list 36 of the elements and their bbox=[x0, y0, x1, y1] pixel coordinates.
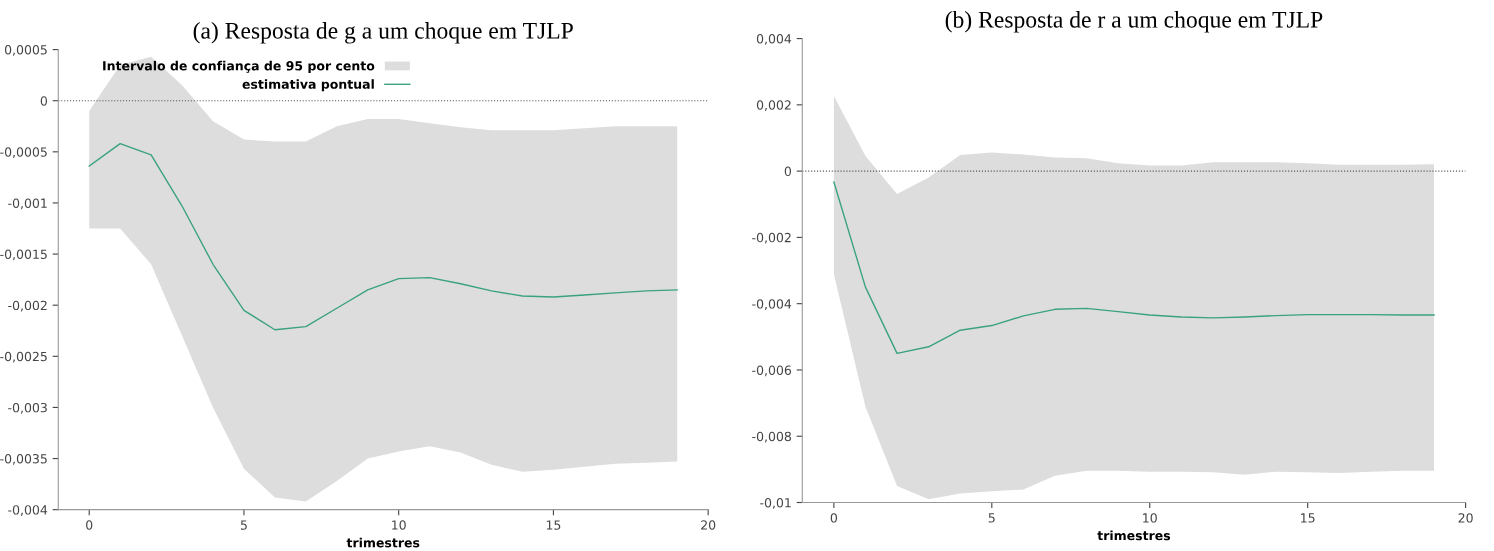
y-tick-label: -0,0015 bbox=[0, 249, 47, 261]
y-tick-label: -0,002 bbox=[8, 300, 47, 312]
x-axis-title: trimestres bbox=[346, 537, 420, 548]
x-tick-label: 15 bbox=[1301, 513, 1315, 523]
y-tick-label: -0,002 bbox=[752, 232, 791, 244]
y-tick-label: -0,0035 bbox=[0, 454, 47, 465]
y-tick-label: -0,01 bbox=[760, 497, 791, 509]
x-tick-label: 10 bbox=[1143, 513, 1157, 523]
annotation: Intervalo de confiança de 95 por cento bbox=[103, 60, 375, 73]
y-tick-label: 0 bbox=[40, 96, 48, 106]
x-tick-label: 0 bbox=[86, 520, 93, 530]
x-tick-label: 15 bbox=[546, 520, 561, 530]
y-tick-label: -0,0005 bbox=[0, 147, 47, 159]
x-axis-title: trimestres bbox=[1097, 530, 1171, 541]
y-tick-label: -0,004 bbox=[752, 299, 792, 310]
y-tick-label: -0,003 bbox=[8, 402, 47, 414]
legend-label: estimativa pontual bbox=[242, 79, 374, 92]
y-tick-label: -0,0025 bbox=[0, 351, 47, 363]
y-tick-label: 0,0005 bbox=[4, 45, 47, 56]
line-series bbox=[88, 142, 678, 331]
y-tick-label: -0,001 bbox=[8, 198, 47, 210]
x-tick-label: 10 bbox=[392, 520, 406, 530]
y-tick-label: 0,004 bbox=[756, 34, 792, 45]
y-tick-label: 0,002 bbox=[756, 100, 791, 112]
y-tick-label: -0,008 bbox=[752, 431, 792, 443]
x-tick-label: 20 bbox=[1458, 513, 1473, 523]
x-tick-label: 5 bbox=[240, 520, 247, 530]
y-tick-label: -0,004 bbox=[8, 505, 48, 516]
y-tick-label: 0 bbox=[784, 166, 792, 177]
y-tick-label: -0,006 bbox=[752, 365, 792, 377]
line-series bbox=[833, 181, 1435, 355]
x-tick-label: 0 bbox=[830, 513, 838, 523]
chart-title: (b) Resposta de r a um choque em TJLP bbox=[945, 11, 1323, 33]
chart-title: (a) Resposta de g a um choque em TJLP bbox=[193, 22, 573, 44]
x-tick-label: 20 bbox=[701, 520, 716, 530]
x-tick-label: 5 bbox=[988, 513, 995, 523]
